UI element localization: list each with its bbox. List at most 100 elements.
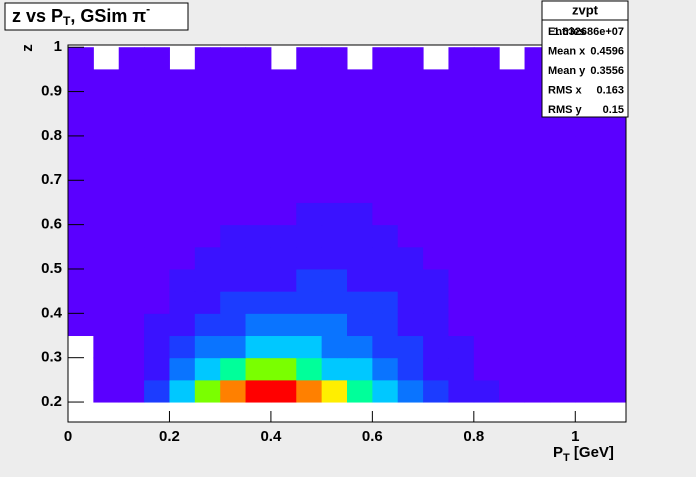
stats-name: RMS y (548, 104, 583, 116)
heat-cell (549, 335, 576, 359)
heat-cell (220, 379, 247, 403)
stats-value: 0.15 (603, 104, 624, 116)
heat-cell (296, 268, 323, 292)
heat-cell (68, 246, 94, 270)
heat-cell (473, 135, 500, 159)
heat-cell (169, 379, 196, 403)
stats-name: RMS x (548, 84, 583, 96)
heat-cell (347, 69, 373, 93)
heat-cell (296, 202, 323, 226)
heat-cell (448, 135, 475, 159)
heat-cell (549, 313, 576, 337)
y-tick-label: 0.8 (41, 127, 62, 144)
x-tick-label: 0.2 (159, 428, 180, 445)
heat-cell (423, 135, 449, 159)
heat-cell (245, 135, 272, 159)
heat-cell (600, 291, 627, 314)
heat-cell (118, 202, 145, 226)
heat-cell (321, 268, 348, 292)
heat-cell (220, 47, 247, 70)
heat-cell (68, 158, 94, 181)
heat-cell (169, 224, 196, 248)
heat-cell (549, 224, 576, 248)
heat-cell (347, 135, 373, 159)
heat-cell (270, 202, 297, 226)
y-tick-label: 0.6 (41, 216, 62, 233)
heat-cell (270, 91, 297, 115)
heat-cell (321, 91, 348, 115)
heat-cell (220, 113, 247, 137)
x-tick-label: 0.4 (260, 428, 282, 445)
heat-cell (499, 224, 526, 248)
x-tick-label: 0.8 (463, 428, 484, 445)
heat-cell (118, 113, 145, 137)
y-tick-label: 0.4 (41, 304, 63, 321)
title-part: , GSim π (70, 6, 146, 26)
stats-value: 1.632686e+07 (553, 26, 624, 38)
heat-cell (245, 224, 272, 248)
heat-cell (220, 69, 247, 93)
heat-cell (372, 268, 399, 292)
heat-cell (68, 135, 94, 159)
heat-cell (321, 313, 348, 337)
heat-cell (448, 379, 475, 403)
heat-cell (347, 291, 373, 314)
heat-cell (296, 335, 323, 359)
heat-cell (473, 91, 500, 115)
title-part: z vs P (12, 6, 63, 26)
heat-cell (321, 113, 348, 137)
heat-cell (448, 246, 475, 270)
heat-cell (296, 69, 323, 93)
heat-cell (575, 357, 602, 381)
heat-cell (473, 357, 500, 381)
heat-cell (220, 313, 247, 337)
heat-cell (499, 202, 526, 226)
heat-cell (397, 246, 424, 270)
heat-cell (68, 224, 94, 248)
heat-cell (600, 246, 627, 270)
heat-cell (144, 357, 170, 381)
heat-cell (524, 158, 551, 181)
heat-cell (600, 357, 627, 381)
heat-cell (499, 180, 526, 203)
heat-cell (499, 246, 526, 270)
heat-cell (448, 268, 475, 292)
heat-cell (524, 224, 551, 248)
heat-cell (296, 91, 323, 115)
heat-cell (473, 313, 500, 337)
title-box (4, 2, 189, 31)
heat-cell (448, 291, 475, 314)
heat-cell (372, 246, 399, 270)
heat-cell (397, 224, 424, 248)
heat-cell (524, 357, 551, 381)
heat-cell (499, 357, 526, 381)
heat-cell (194, 180, 221, 203)
heat-cell (194, 69, 221, 93)
heat-cell (473, 202, 500, 226)
y-tick-label: 0.9 (41, 83, 62, 100)
x-axis-label: PT [GeV] (553, 444, 614, 464)
heat-cell (270, 224, 297, 248)
heat-cell (169, 291, 196, 314)
stats-name: Mean y (548, 65, 586, 77)
heat-cell (549, 357, 576, 381)
heat-cell (296, 379, 323, 403)
heat-cell (296, 158, 323, 181)
heat-cell (220, 158, 247, 181)
heat-cell (270, 357, 297, 381)
heat-cell (245, 69, 272, 93)
heat-cell (423, 357, 449, 381)
heat-cell (372, 335, 399, 359)
heat-cell (118, 335, 145, 359)
heat-cell (270, 246, 297, 270)
axes: 0 0.2 0.4 0.6 0.8 1 0.2 0.3 0.4 0.5 0.6 0.7 0.8 0.9 1 (41, 38, 579, 445)
heat-cell (423, 224, 449, 248)
heat-cell (118, 224, 145, 248)
heat-cell (144, 224, 170, 248)
heat-cell (220, 357, 247, 381)
heat-cell (270, 335, 297, 359)
heat-cell (372, 180, 399, 203)
heat-cell (270, 158, 297, 181)
heat-cell (220, 224, 247, 248)
